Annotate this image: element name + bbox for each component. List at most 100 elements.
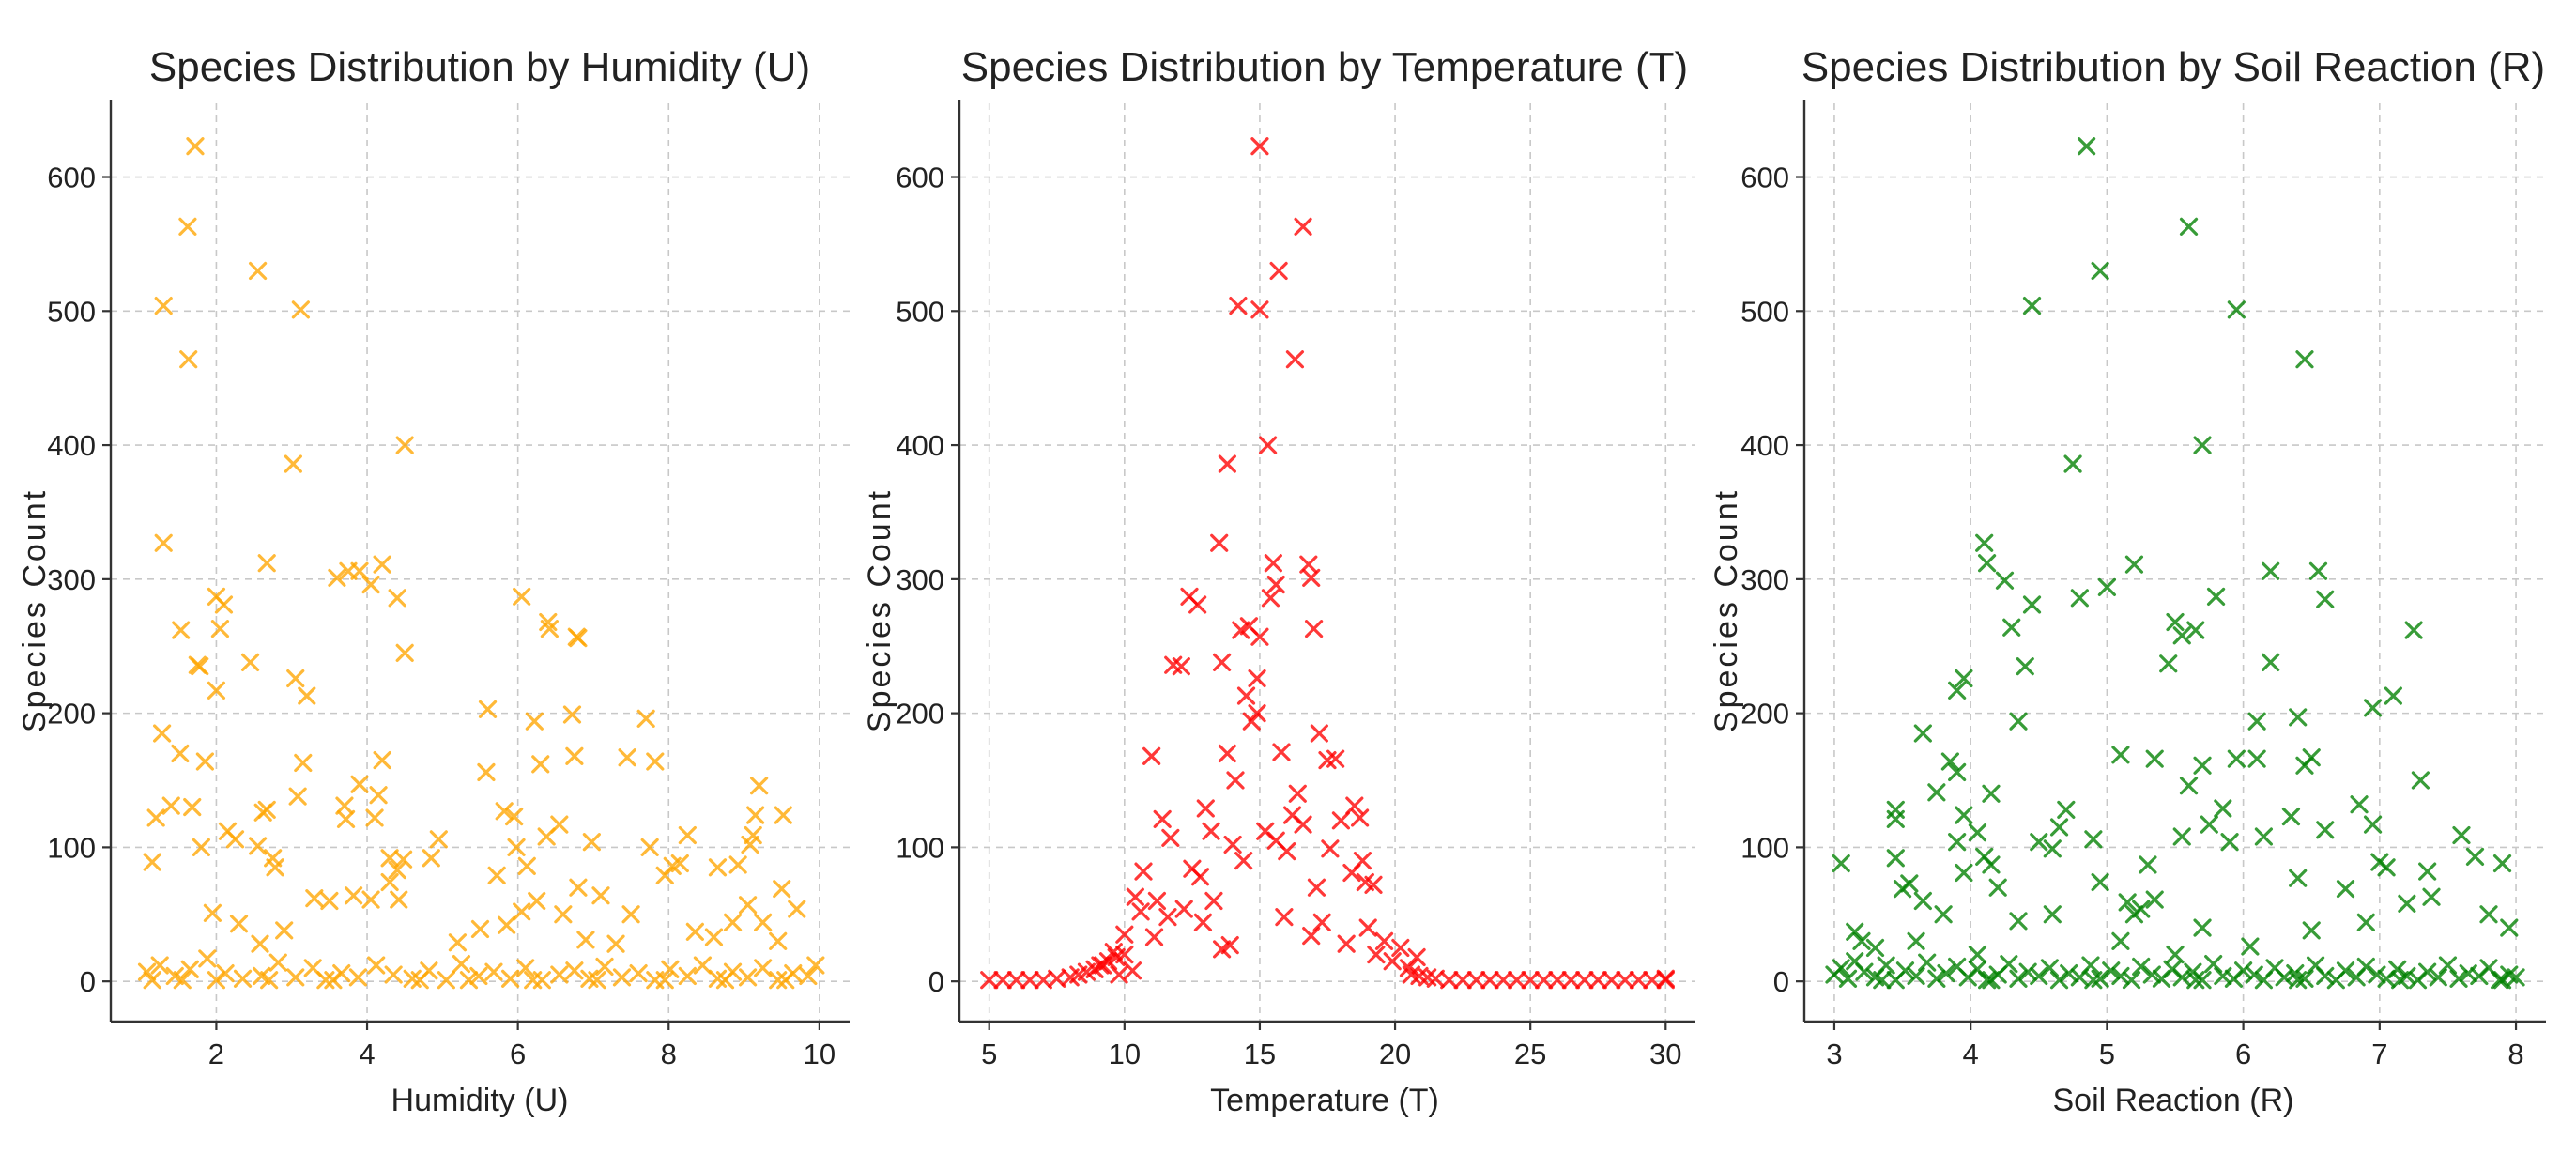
temperature-data-point xyxy=(1561,971,1581,990)
temperature-data-point xyxy=(1266,831,1285,850)
humidity-data-point xyxy=(505,807,524,826)
soil-reaction-data-point xyxy=(2166,946,2185,964)
humidity-data-point xyxy=(143,853,161,871)
humidity-data-point xyxy=(268,953,287,972)
temperature-data-point xyxy=(1304,620,1324,638)
temperature-data-point xyxy=(1232,621,1250,639)
soil-reaction-data-point xyxy=(2022,296,2042,315)
soil-reaction-data-point xyxy=(1948,833,1967,852)
soil-reaction-data-point xyxy=(1927,783,1946,802)
soil-reaction-data-point xyxy=(2193,918,2212,937)
humidity-data-point xyxy=(799,966,818,986)
humidity-data-point xyxy=(507,838,526,856)
soil-reaction-data-point xyxy=(1934,905,1953,924)
soil-reaction-data-point xyxy=(2491,971,2509,990)
soil-reaction-data-point xyxy=(2308,561,2328,580)
temperature-data-point xyxy=(1407,947,1426,967)
soil-reaction-data-point xyxy=(2193,971,2212,990)
temperature-data-point xyxy=(1266,575,1285,594)
soil-reaction-x-tick-label: 3 xyxy=(1826,1038,1842,1070)
soil-reaction-scatter-panel: Species Distribution by Soil Reaction (R… xyxy=(1709,44,2546,1118)
soil-reaction-data-point xyxy=(2091,872,2109,892)
temperature-y-tick-label: 100 xyxy=(896,831,944,864)
humidity-data-point xyxy=(173,971,192,990)
humidity-data-point xyxy=(569,629,588,648)
temperature-data-point xyxy=(1218,454,1236,473)
temperature-data-point xyxy=(1261,589,1280,608)
soil-reaction-data-point xyxy=(1886,849,1905,868)
humidity-data-point xyxy=(214,595,234,614)
soil-reaction-data-point xyxy=(1865,938,1885,958)
humidity-data-point xyxy=(769,931,788,950)
humidity-data-point xyxy=(565,961,584,980)
temperature-y-tick-label: 400 xyxy=(896,429,944,462)
soil-reaction-data-point xyxy=(2139,855,2157,874)
temperature-data-point xyxy=(1302,927,1321,946)
soil-reaction-data-point xyxy=(2179,217,2199,236)
temperature-data-point xyxy=(1494,971,1512,990)
soil-reaction-data-point xyxy=(2356,957,2375,977)
temperature-gridlines xyxy=(959,103,1695,1022)
soil-reaction-data-point xyxy=(1968,823,1987,842)
soil-reaction-data-point xyxy=(2245,965,2263,984)
humidity-data-point xyxy=(437,971,455,990)
humidity-data-point xyxy=(373,750,391,770)
temperature-data-point xyxy=(1337,934,1356,953)
soil-reaction-data-point xyxy=(2057,800,2076,820)
temperature-data-point xyxy=(1629,971,1648,990)
humidity-data-point xyxy=(708,858,728,877)
humidity-data-point xyxy=(344,886,363,905)
humidity-data-point xyxy=(284,454,302,473)
soil-reaction-data-point xyxy=(1852,931,1871,950)
humidity-y-axis-label: Species Count xyxy=(17,488,53,732)
humidity-data-point xyxy=(320,891,339,911)
temperature-scatter-panel: Species Distribution by Temperature (T) … xyxy=(862,44,1695,1118)
soil-reaction-data-point xyxy=(2097,577,2116,597)
soil-reaction-data-point xyxy=(2356,913,2375,931)
humidity-data-point xyxy=(746,806,765,824)
humidity-data-point xyxy=(203,903,222,922)
temperature-data-point xyxy=(1426,969,1445,988)
temperature-data-point xyxy=(1534,971,1554,990)
humidity-data-point xyxy=(229,915,249,933)
humidity-data-point xyxy=(191,657,209,676)
humidity-data-point xyxy=(565,746,584,765)
temperature-data-point xyxy=(1285,350,1305,369)
soil-reaction-data-point xyxy=(2030,966,2048,986)
soil-reaction-data-point xyxy=(2404,621,2423,639)
humidity-data-point xyxy=(693,956,713,975)
temperature-data-point xyxy=(1202,822,1220,840)
soil-reaction-data-point xyxy=(2479,905,2498,924)
temperature-data-point xyxy=(1269,261,1288,281)
humidity-data-point xyxy=(769,971,788,990)
soil-reaction-data-point xyxy=(1982,855,2001,874)
temperature-data-point xyxy=(1367,946,1386,964)
humidity-scatter-panel: Species Distribution by Humidity (U) Hum… xyxy=(17,44,850,1118)
soil-reaction-data-point xyxy=(2186,621,2205,639)
temperature-data-point xyxy=(1123,961,1142,980)
soil-reaction-data-point xyxy=(2009,969,2028,988)
soil-reaction-data-point xyxy=(2200,815,2218,834)
soil-reaction-data-point xyxy=(2049,818,2069,837)
temperature-y-axis-label: Species Count xyxy=(862,488,897,732)
temperature-data-point xyxy=(1264,554,1282,573)
temperature-data-point xyxy=(1091,956,1110,975)
temperature-data-point xyxy=(1144,928,1164,946)
humidity-data-point xyxy=(754,913,773,931)
temperature-data-point xyxy=(1345,796,1364,815)
temperature-data-point xyxy=(1126,887,1144,906)
soil-reaction-data-point xyxy=(2336,961,2355,980)
temperature-data-point xyxy=(1115,925,1134,944)
humidity-x-tick-label: 4 xyxy=(359,1038,375,1070)
temperature-y-tick-label: 600 xyxy=(896,162,944,194)
humidity-data-point xyxy=(636,709,655,728)
humidity-data-point xyxy=(646,752,665,771)
temperature-data-point xyxy=(1147,891,1167,911)
humidity-data-point xyxy=(562,705,582,724)
humidity-data-point xyxy=(612,968,632,987)
temperature-data-point xyxy=(1275,908,1294,927)
humidity-data-point xyxy=(369,786,388,805)
humidity-data-point xyxy=(171,744,190,763)
temperature-data-point xyxy=(1131,902,1150,921)
temperature-y-tick-label: 300 xyxy=(896,563,944,596)
